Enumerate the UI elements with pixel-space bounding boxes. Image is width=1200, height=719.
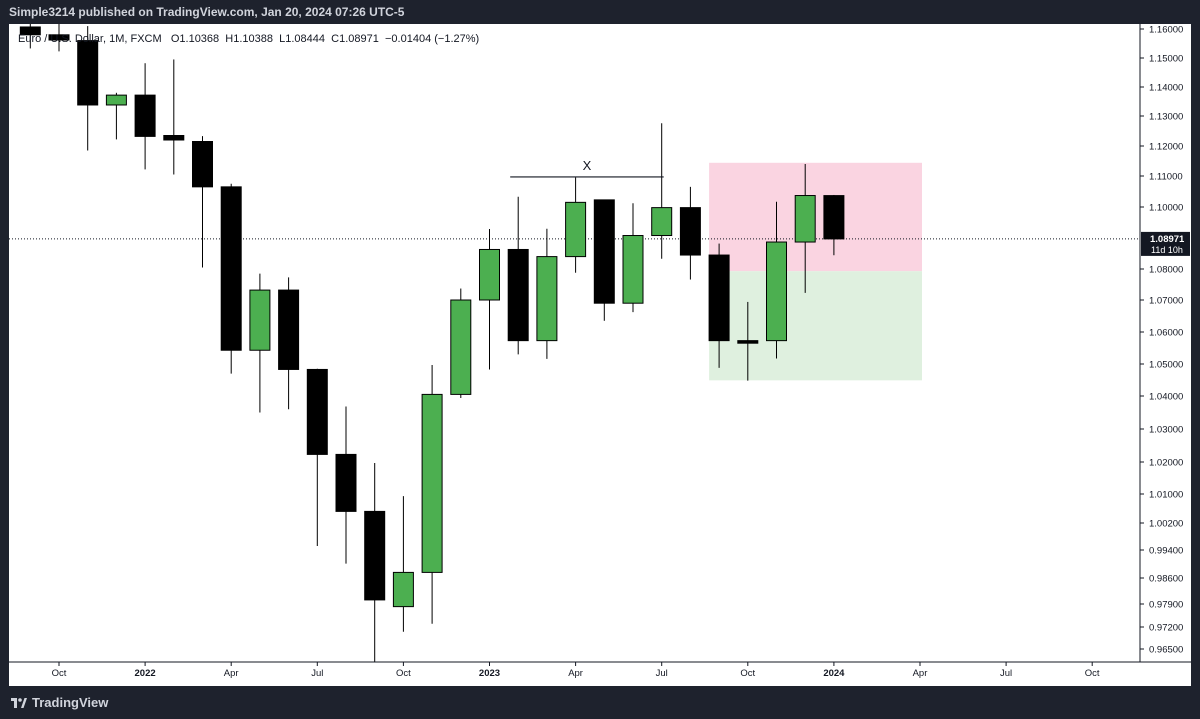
price-tick-label: 1.07000: [1149, 296, 1183, 307]
price-tick-label: 0.99400: [1149, 546, 1183, 557]
time-tick-label: Jul: [1000, 668, 1012, 679]
candle[interactable]: [651, 207, 673, 237]
time-tick-label: Oct: [740, 668, 755, 679]
time-tick-label: Apr: [224, 668, 239, 679]
symbol-legend: Euro / U.S. Dollar, 1M, FXCM O1.10368 H1…: [18, 33, 479, 45]
time-axis-bg[interactable]: [9, 662, 1140, 686]
candle[interactable]: [105, 94, 127, 106]
price-tick-label: 1.13000: [1149, 112, 1183, 123]
chart-pane[interactable]: Euro / U.S. Dollar, 1M, FXCM O1.10368 H1…: [9, 24, 1191, 686]
axis-corner: [1140, 662, 1191, 686]
time-tick-label: Apr: [568, 668, 583, 679]
candle[interactable]: [450, 299, 472, 395]
price-tick-label: 1.11000: [1149, 172, 1183, 183]
candle[interactable]: [163, 135, 185, 141]
candle[interactable]: [421, 393, 443, 573]
target-zone[interactable]: [709, 271, 922, 381]
last-price-label: 1.08971: [1150, 234, 1185, 245]
candle[interactable]: [479, 248, 500, 301]
footer-bar: TradingView: [0, 686, 1200, 719]
candle[interactable]: [708, 254, 730, 342]
tradingview-brand: TradingView: [32, 695, 109, 710]
top-bar: Simple3214 published on TradingView.com,…: [0, 0, 1200, 24]
price-tick-label: 0.98600: [1149, 574, 1183, 585]
price-tick-label: 1.08000: [1149, 265, 1183, 276]
price-tick-label: 1.15000: [1149, 54, 1183, 65]
candle[interactable]: [593, 199, 615, 304]
candle[interactable]: [335, 453, 357, 512]
legend-high: H1.10388: [225, 33, 274, 45]
candle[interactable]: [536, 256, 558, 342]
candle[interactable]: [679, 207, 701, 256]
time-tick-label: 2022: [135, 668, 156, 679]
candle[interactable]: [306, 368, 328, 455]
candle[interactable]: [766, 241, 787, 342]
time-tick-label: Oct: [1085, 668, 1100, 679]
price-tick-label: 0.97900: [1149, 600, 1183, 611]
candle[interactable]: [392, 571, 414, 608]
price-tick-label: 1.01000: [1149, 490, 1183, 501]
price-axis-bg[interactable]: [1140, 24, 1191, 686]
candle[interactable]: [220, 186, 242, 351]
time-tick-label: Jul: [311, 668, 323, 679]
price-tick-label: 1.05000: [1149, 360, 1183, 371]
tradingview-logo-icon: [11, 697, 27, 708]
price-tick-label: 0.97200: [1149, 623, 1183, 634]
candle[interactable]: [192, 141, 213, 188]
price-tick-label: 1.14000: [1149, 83, 1183, 94]
legend-open: O1.10368: [170, 33, 220, 45]
tradingview-logo[interactable]: TradingView: [11, 695, 108, 710]
candle[interactable]: [794, 195, 816, 243]
price-tick-label: 1.02000: [1149, 458, 1183, 469]
price-tick-label: 1.06000: [1149, 328, 1183, 339]
candle[interactable]: [77, 40, 99, 106]
legend-symbol[interactable]: Euro / U.S. Dollar, 1M, FXCM: [18, 33, 162, 45]
legend-change: −0.01404 (−1.27%): [385, 33, 480, 45]
price-tick-label: 1.12000: [1149, 142, 1183, 153]
time-tick-label: Apr: [913, 668, 928, 679]
price-tick-label: 1.03000: [1149, 425, 1183, 436]
time-tick-label: Oct: [396, 668, 411, 679]
legend-close: C1.08971: [331, 33, 379, 45]
time-tick-label: 2024: [823, 668, 845, 679]
candle[interactable]: [249, 289, 271, 351]
price-tick-label: 1.04000: [1149, 392, 1183, 403]
time-tick-label: 2023: [479, 668, 500, 679]
candle[interactable]: [823, 195, 845, 240]
price-chart-svg[interactable]: X 1.16000 1.15000 1.14000 1.13000 1.12000 1.11…: [9, 24, 1191, 686]
candle[interactable]: [565, 201, 587, 258]
candle[interactable]: [737, 340, 759, 344]
candle[interactable]: [19, 26, 41, 36]
candle[interactable]: [364, 510, 386, 601]
level-label-x: X: [583, 158, 592, 173]
candle[interactable]: [622, 235, 644, 304]
countdown-label: 11d 10h: [1151, 245, 1183, 255]
candle[interactable]: [507, 248, 529, 342]
time-tick-label: Jul: [656, 668, 668, 679]
last-price-tag: [1141, 231, 1190, 256]
time-tick-label: Oct: [52, 668, 67, 679]
legend-low: L1.08444: [279, 33, 326, 45]
candle[interactable]: [134, 94, 156, 137]
price-tick-label: 0.96500: [1149, 645, 1183, 656]
price-tick-label: 1.00200: [1149, 519, 1183, 530]
candle[interactable]: [48, 34, 70, 41]
published-line: Simple3214 published on TradingView.com,…: [9, 5, 405, 19]
price-tick-label: 1.16000: [1149, 25, 1183, 36]
candle[interactable]: [278, 289, 300, 370]
price-tick-label: 1.10000: [1149, 203, 1183, 214]
